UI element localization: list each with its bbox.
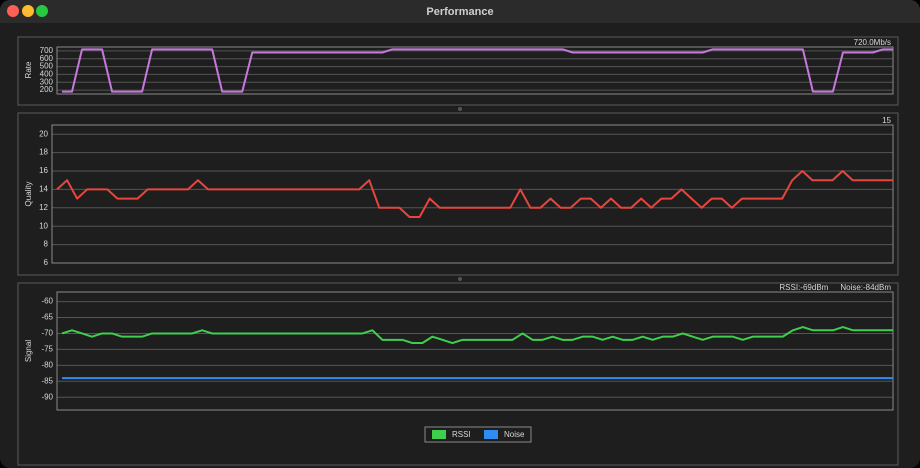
series-line bbox=[61, 326, 893, 345]
plot-border bbox=[56, 46, 894, 95]
titlebar-fill bbox=[0, 12, 920, 23]
y-tick-label: 200 bbox=[40, 85, 54, 94]
annotation: 15 bbox=[882, 116, 891, 125]
y-tick-label: 600 bbox=[40, 54, 54, 63]
y-tick-label: -75 bbox=[41, 345, 53, 354]
y-tick-label: -70 bbox=[41, 329, 53, 338]
y-tick-label: 300 bbox=[40, 77, 54, 86]
y-tick-label: -85 bbox=[41, 376, 53, 385]
splitter[interactable] bbox=[458, 107, 462, 111]
y-tick-label: 14 bbox=[39, 185, 48, 194]
plot-border bbox=[51, 124, 894, 264]
y-tick-label: 20 bbox=[39, 129, 48, 138]
legend-label: Noise bbox=[504, 430, 525, 439]
close-button[interactable] bbox=[7, 5, 19, 17]
panel bbox=[17, 112, 899, 276]
annotation: 720.0Mb/s bbox=[854, 38, 891, 47]
zoom-button[interactable] bbox=[36, 5, 48, 17]
y-tick-label: 8 bbox=[44, 240, 49, 249]
y-tick-label: 16 bbox=[39, 166, 48, 175]
series-line bbox=[56, 170, 893, 218]
y-tick-label: 6 bbox=[44, 258, 49, 267]
annotation: RSSI:-69dBm bbox=[779, 283, 828, 292]
legend-box bbox=[424, 426, 532, 443]
y-axis-label: Rate bbox=[24, 61, 33, 78]
y-axis-label: Quality bbox=[24, 182, 33, 207]
y-tick-label: 400 bbox=[40, 70, 54, 79]
minimize-button[interactable] bbox=[22, 5, 34, 17]
y-tick-label: 12 bbox=[39, 203, 48, 212]
series-line bbox=[62, 48, 893, 93]
legend-swatch bbox=[484, 430, 498, 439]
y-tick-label: 10 bbox=[39, 221, 48, 230]
y-tick-label: -60 bbox=[41, 297, 53, 306]
y-tick-label: 18 bbox=[39, 148, 48, 157]
y-tick-label: 500 bbox=[40, 62, 54, 71]
y-tick-label: -90 bbox=[41, 392, 53, 401]
y-axis-label: Signal bbox=[24, 340, 33, 362]
y-tick-label: 700 bbox=[40, 46, 54, 55]
annotation: Noise:-84dBm bbox=[840, 283, 891, 292]
window-title: Performance bbox=[426, 6, 493, 18]
plot-border bbox=[56, 291, 894, 411]
splitter[interactable] bbox=[458, 277, 462, 281]
legend-label: RSSI bbox=[452, 430, 471, 439]
y-tick-label: -80 bbox=[41, 360, 53, 369]
legend-swatch bbox=[432, 430, 446, 439]
y-tick-label: -65 bbox=[41, 313, 53, 322]
